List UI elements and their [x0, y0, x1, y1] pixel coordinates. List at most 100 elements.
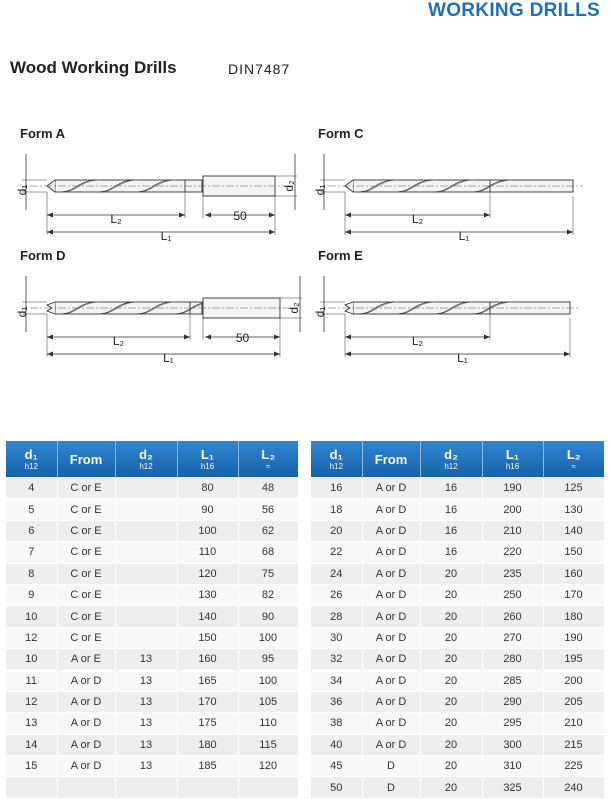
cell: 20 [420, 583, 483, 606]
cell: 5 [6, 498, 58, 521]
table-row: 30 A or D 20 270 190 [311, 626, 605, 649]
cell: 140 [177, 605, 239, 628]
table-row: 15 A or D 13 185 120 [6, 755, 299, 777]
flute [364, 179, 400, 193]
form-label: Form D [20, 248, 66, 263]
cell: A or D [362, 498, 421, 521]
cell: 185 [177, 755, 239, 777]
cell [115, 626, 178, 649]
cell: D [362, 755, 421, 777]
cell: A or D [362, 733, 421, 756]
cell: 6 [6, 519, 58, 542]
cell: 20 [420, 626, 483, 649]
table-row: 18 A or D 16 200 130 [311, 498, 605, 521]
cell [57, 776, 116, 798]
cell: A or D [57, 755, 116, 777]
drill-diagrams: Form A d₁ d₂ L₂ L₁ 50 Form C d₁ L₂ L₁ Form D d₁ d₂ L₂… [15, 126, 583, 365]
cell: 110 [177, 541, 239, 564]
table-row: 10 A or E 13 160 95 [6, 648, 299, 671]
flute [440, 179, 476, 193]
cell: A or D [362, 519, 421, 542]
table-row: 40 A or D 20 300 215 [311, 733, 605, 756]
cell: 150 [543, 541, 605, 564]
cell: 16 [311, 476, 363, 499]
cell: 16 [420, 519, 483, 542]
header-main: L₁ [505, 446, 520, 462]
dim-label: d₁ [15, 185, 29, 196]
cell: 20 [420, 669, 483, 692]
cell: 180 [543, 605, 605, 628]
cell: A or E [57, 648, 116, 671]
cell: 215 [543, 733, 605, 756]
cell: 280 [482, 648, 544, 671]
header-sub: h16 [505, 461, 520, 471]
cell: 34 [311, 669, 363, 692]
cell: 190 [482, 476, 544, 499]
cell: 130 [543, 498, 605, 521]
cell: 100 [238, 669, 299, 692]
table-row: 45 D 20 310 225 [311, 755, 605, 777]
table-row: 34 A or D 20 285 200 [311, 669, 605, 692]
table-row: 16 A or D 16 190 125 [311, 476, 605, 499]
column-header: From [57, 441, 116, 478]
cell: 165 [177, 669, 239, 692]
form-label: Form E [318, 248, 363, 263]
cell: 225 [543, 755, 605, 777]
cell: 80 [177, 476, 239, 499]
cell: A or D [362, 583, 421, 606]
cell: C or E [57, 626, 116, 649]
header-main: d₂ [444, 446, 458, 462]
dim-label: d₁ [313, 307, 327, 318]
cell: 13 [115, 712, 178, 735]
cell: 160 [177, 648, 239, 671]
cell: 125 [543, 476, 605, 499]
column-header: d₁ h12 [311, 441, 363, 478]
header-sub: h16 [200, 461, 215, 471]
header-sub: h12 [444, 461, 458, 471]
cell: 13 [6, 712, 58, 735]
table-row: 12 C or E 150 100 [6, 626, 299, 649]
cell: 62 [238, 519, 299, 542]
form-label: Form A [20, 126, 66, 141]
flute [66, 179, 102, 193]
cell: A or D [362, 562, 421, 585]
cell: A or D [362, 626, 421, 649]
column-header: d₁ h12 [6, 441, 58, 478]
cell: 13 [115, 733, 178, 756]
cell: A or D [362, 712, 421, 735]
cell: 250 [482, 583, 544, 606]
cell: A or D [57, 690, 116, 713]
cell: 270 [482, 626, 544, 649]
cell [115, 519, 178, 542]
dim-label: d₂ [287, 302, 301, 314]
header-main: From [69, 451, 103, 467]
cell: 90 [238, 605, 299, 628]
column-header: d₂ h12 [115, 441, 178, 478]
header-main: L₂ [261, 446, 276, 462]
brand: WORKING DRILLS [427, 0, 600, 21]
cell: A or D [57, 669, 116, 692]
cell: A or D [362, 690, 421, 713]
cell: 300 [482, 733, 544, 756]
header-sub: ≈ [266, 461, 271, 471]
cell: 36 [311, 690, 363, 713]
table-row: 13 A or D 13 175 110 [6, 712, 299, 735]
table-row: 26 A or D 20 250 170 [311, 583, 605, 606]
cell: 310 [482, 755, 544, 777]
cell: 40 [311, 733, 363, 756]
dim-label: 50 [233, 209, 247, 223]
cell: 170 [177, 690, 239, 713]
flute [66, 301, 102, 315]
cell: D [362, 776, 421, 798]
cell: 20 [420, 733, 483, 756]
cell: 16 [420, 476, 483, 499]
cell [115, 583, 178, 606]
cell: 38 [311, 712, 363, 735]
cell: 8 [6, 562, 58, 585]
cell: 20 [420, 690, 483, 713]
cell: 20 [420, 712, 483, 735]
